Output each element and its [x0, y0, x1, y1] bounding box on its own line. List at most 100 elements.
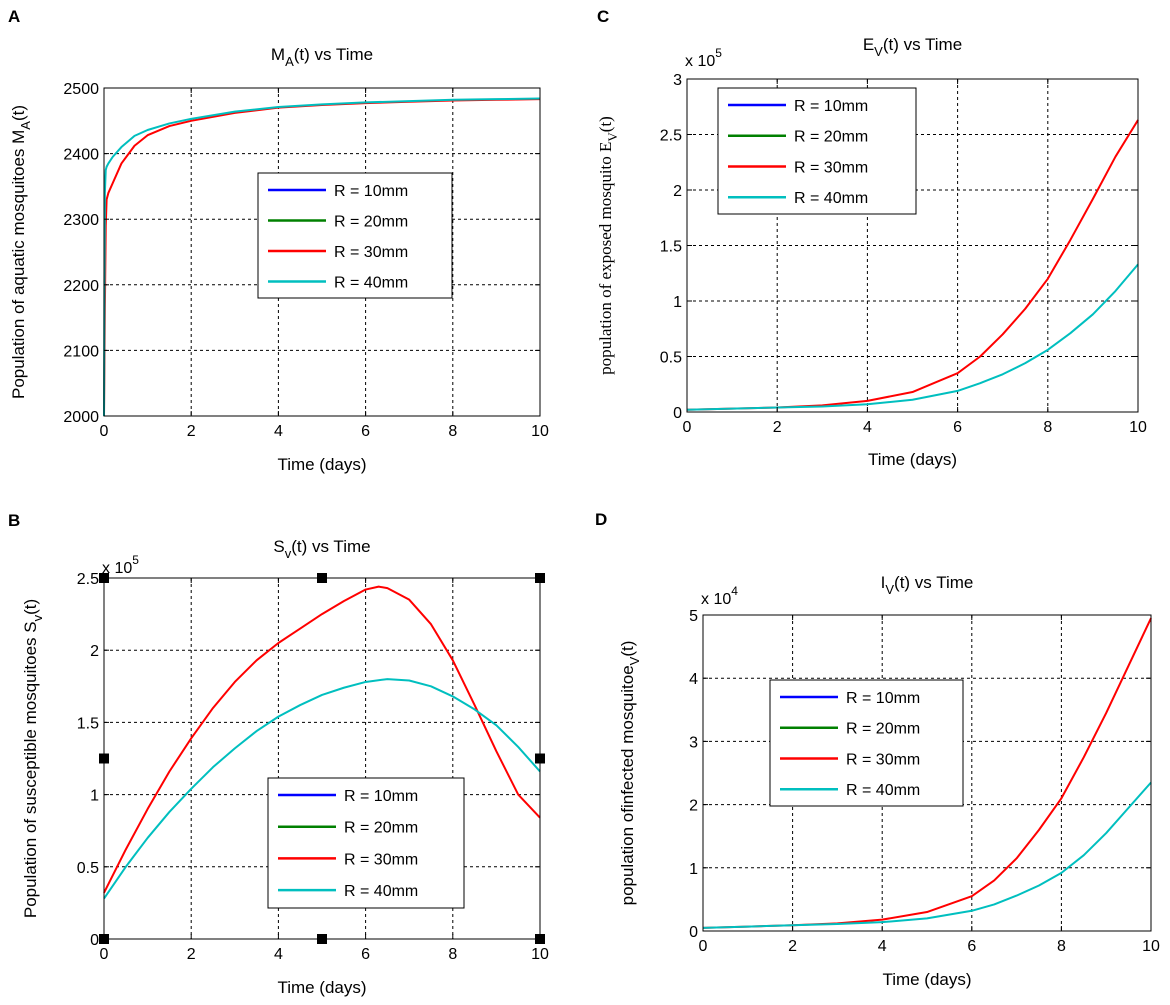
title-sub: A — [285, 54, 294, 69]
x-tick-label: 4 — [878, 938, 887, 955]
x-tick-label: 10 — [531, 423, 549, 440]
legend-entry: R = 30mm — [846, 751, 920, 768]
y-tick-label: 2 — [673, 183, 682, 200]
panel-letter: C — [597, 7, 609, 26]
x-tick-label: 6 — [361, 423, 370, 440]
exponent-label: x 104 — [701, 584, 738, 608]
y-axis-label: population ofinfected mosquitoeV(t) — [618, 641, 642, 906]
y-tick-label: 1.5 — [77, 715, 99, 732]
ylabel-rest: (t) — [9, 105, 28, 121]
exponent-base: x 10 — [685, 53, 715, 70]
y-tick-label: 0.5 — [660, 350, 682, 367]
exponent-power: 5 — [132, 553, 139, 567]
chart-title: EV(t) vs Time — [863, 35, 962, 59]
exponent-power: 5 — [715, 46, 722, 60]
title-rest: (t) vs Time — [294, 45, 373, 64]
selection-handle[interactable] — [535, 934, 545, 944]
x-tick-label: 0 — [100, 946, 109, 963]
x-axis-label: Time (days) — [277, 978, 366, 997]
exponent-label: x 105 — [685, 46, 722, 70]
y-axis-label: Population of susceptible mosquitoes Sv(… — [21, 599, 45, 918]
legend-entry: R = 40mm — [344, 883, 418, 900]
title-rest: (t) vs Time — [894, 573, 973, 592]
chart-title: IV(t) vs Time — [881, 573, 974, 597]
exponent-base: x 10 — [701, 591, 731, 608]
x-tick-label: 0 — [683, 419, 692, 436]
x-tick-label: 10 — [531, 946, 549, 963]
selection-handle[interactable] — [317, 934, 327, 944]
ylabel-sub: v — [30, 614, 45, 621]
selection-handle[interactable] — [99, 753, 109, 764]
series-line-r-40mm — [702, 781, 1152, 929]
x-tick-label: 4 — [274, 946, 283, 963]
y-tick-label: 0 — [673, 405, 682, 422]
x-tick-label: 10 — [1129, 419, 1147, 436]
ylabel-sub: V — [627, 656, 642, 665]
x-tick-label: 0 — [100, 423, 109, 440]
selection-handle[interactable] — [535, 573, 545, 583]
axes-box — [702, 614, 1152, 932]
y-tick-label: 2.5 — [77, 571, 99, 588]
legend-entry: R = 10mm — [334, 183, 408, 200]
ylabel-rest: (t) — [21, 599, 40, 615]
y-tick-label: 3 — [673, 72, 682, 89]
selection-handle[interactable] — [99, 934, 109, 944]
legend-entry: R = 30mm — [344, 851, 418, 868]
legend-entry: R = 20mm — [344, 820, 418, 837]
chart-panel-a: A 0 2 4 6 8 10 2000 2100 2200 2300 2400 2500 MA(t) vs… — [0, 0, 585, 500]
chart-panel-b: B 0 2 4 6 8 10 0 0.5 1 1.5 2 2.5 x 105 Sv(t) vs Time Ti… — [0, 500, 585, 1005]
x-tick-label: 6 — [953, 419, 962, 436]
x-axis-label: Time (days) — [277, 455, 366, 474]
ylabel-base: population of exposed mosquito E — [596, 142, 615, 375]
legend-entry: R = 20mm — [794, 129, 868, 146]
y-tick-label: 1.5 — [660, 239, 682, 256]
x-tick-label: 6 — [361, 946, 370, 963]
x-tick-label: 2 — [187, 946, 196, 963]
legend-entry: R = 10mm — [794, 98, 868, 115]
title-sub: V — [885, 582, 894, 597]
y-tick-label: 2300 — [63, 212, 99, 229]
y-tick-label: 3 — [689, 734, 698, 751]
legend-box — [769, 679, 964, 807]
selection-handle[interactable] — [99, 573, 109, 583]
legend-entry: R = 40mm — [334, 274, 408, 291]
legend-entry: R = 30mm — [794, 159, 868, 176]
x-axis-label: Time (days) — [882, 970, 971, 989]
x-tick-label: 0 — [699, 938, 708, 955]
title-base: M — [271, 45, 285, 64]
ylabel-rest: (t) — [618, 641, 637, 657]
y-tick-label: 0.5 — [77, 860, 99, 877]
y-axis-label: Population of aquatic mosquitoes MA(t) — [9, 105, 33, 399]
chart-title: Sv(t) vs Time — [273, 537, 370, 561]
series-line-r-40mm — [103, 97, 541, 417]
series-line-r-40mm — [686, 263, 1139, 411]
ylabel-base: Population of aquatic mosquitoes M — [9, 130, 28, 399]
x-tick-label: 6 — [967, 938, 976, 955]
y-tick-label: 1 — [673, 294, 682, 311]
legend-entry: R = 30mm — [334, 244, 408, 261]
selection-handle[interactable] — [535, 753, 545, 764]
ylabel-base: Population of susceptible mosquitoes S — [21, 621, 40, 918]
chart-title: MA(t) vs Time — [271, 45, 373, 69]
legend-entry: R = 10mm — [344, 788, 418, 805]
legend-entry: R = 20mm — [846, 721, 920, 738]
y-tick-label: 2200 — [63, 278, 99, 295]
ylabel-base: population ofinfected mosquitoe — [618, 665, 637, 905]
exponent-base: x 10 — [102, 560, 132, 577]
axes-box — [103, 87, 541, 417]
y-tick-label: 2 — [689, 798, 698, 815]
x-tick-label: 8 — [448, 423, 457, 440]
y-tick-label: 1 — [90, 788, 99, 805]
selection-handle[interactable] — [317, 573, 327, 583]
title-rest: (t) vs Time — [291, 537, 370, 556]
ylabel-rest: (t) — [596, 116, 615, 132]
exponent-power: 4 — [731, 584, 738, 598]
x-tick-label: 2 — [773, 419, 782, 436]
x-tick-label: 8 — [448, 946, 457, 963]
legend-box — [267, 777, 465, 909]
legend-box — [257, 172, 453, 299]
